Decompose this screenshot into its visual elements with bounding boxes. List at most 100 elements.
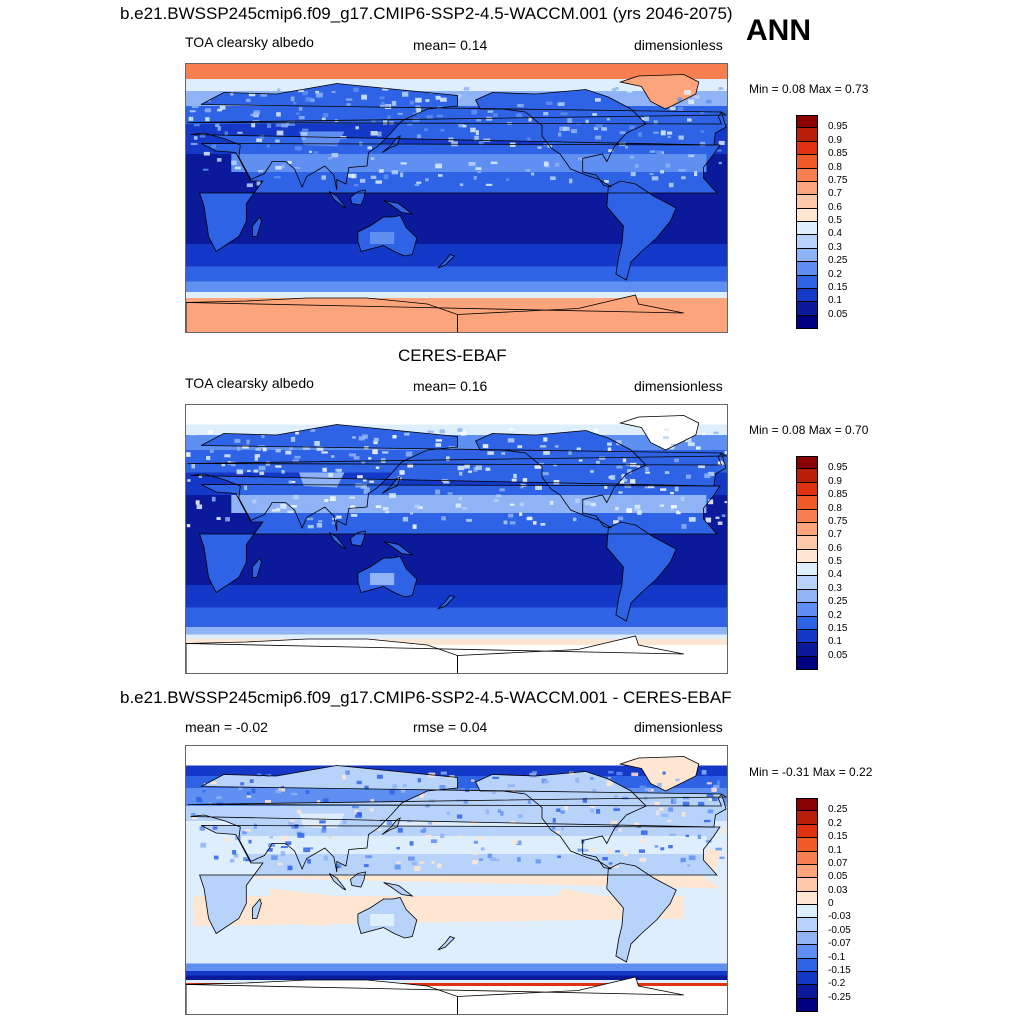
- colorbar-tick-label: -0.2: [828, 978, 846, 990]
- land-speckle: [642, 163, 646, 167]
- land-speckle: [497, 809, 501, 813]
- land-speckle: [295, 429, 299, 435]
- land-speckle: [215, 123, 220, 128]
- colorbar-tick-label: 0.95: [828, 121, 848, 133]
- colorbar-tick-label: 0.15: [828, 281, 848, 293]
- land-speckle: [511, 478, 517, 482]
- land-speckle: [328, 472, 334, 478]
- land-speckle: [707, 809, 714, 814]
- land-speckle: [287, 160, 292, 164]
- land-speckle: [676, 510, 681, 515]
- land-speckle: [404, 432, 410, 436]
- sumatra-coastline: [328, 191, 347, 209]
- colorbar-tick-label: 0.4: [828, 569, 842, 581]
- land-speckle: [629, 479, 636, 484]
- land-speckle: [510, 820, 516, 825]
- land-speckle: [680, 496, 685, 502]
- australia-coastline: [357, 215, 418, 257]
- land-speckle: [247, 469, 251, 473]
- land-speckle: [660, 130, 666, 136]
- land-speckle: [584, 500, 591, 506]
- newguinea-fill: [383, 541, 413, 555]
- land-speckle: [409, 100, 415, 105]
- land-speckle: [409, 841, 414, 846]
- land-speckle: [236, 469, 244, 475]
- land-speckle: [533, 521, 537, 525]
- land-speckle: [318, 519, 323, 523]
- land-speckle: [510, 161, 516, 166]
- land-speckle: [431, 861, 435, 864]
- coastlines: [186, 74, 727, 332]
- japan-coastline: [381, 135, 401, 153]
- colorbar-swatch: [796, 482, 818, 497]
- colorbar-swatch: [796, 629, 818, 644]
- land-speckle: [578, 459, 583, 462]
- colorbar-tick-label: 0.2: [828, 268, 842, 280]
- desert-patch: [246, 154, 277, 172]
- land-speckle: [211, 144, 217, 149]
- land-speckle: [364, 785, 369, 790]
- land-speckle: [294, 824, 299, 829]
- land-speckle: [575, 498, 580, 504]
- antarctica_w-fill: [186, 977, 684, 1014]
- land-speckle: [715, 847, 722, 851]
- land-speckle: [700, 130, 705, 133]
- land-speckle: [324, 494, 328, 497]
- land-speckle: [696, 446, 701, 450]
- japan-fill: [382, 136, 401, 153]
- land-speckle: [336, 515, 342, 519]
- land-speckle: [688, 99, 695, 105]
- land-speckle: [701, 770, 707, 775]
- land-speckle: [718, 161, 722, 165]
- land-speckle: [560, 112, 568, 116]
- land-speckle: [660, 847, 665, 851]
- land-speckle: [425, 178, 429, 182]
- land-speckle: [217, 126, 221, 131]
- land-speckle: [473, 176, 477, 180]
- greenland-coastline: [618, 415, 700, 451]
- latitude-band: [186, 607, 727, 627]
- n_america-coastline: [475, 771, 647, 870]
- land-speckle: [356, 812, 362, 817]
- land-speckle: [709, 798, 713, 801]
- land-speckle: [417, 134, 421, 139]
- land-speckle: [269, 848, 273, 852]
- land-speckle: [382, 507, 389, 511]
- land-speckle: [353, 184, 359, 187]
- land-speckle: [596, 809, 601, 814]
- land-speckle: [194, 124, 200, 127]
- positive-anomaly-patch: [269, 888, 337, 926]
- land-speckle: [419, 793, 424, 798]
- land-speckle: [373, 437, 379, 442]
- land-speckle: [539, 445, 547, 448]
- land-speckle: [700, 167, 706, 172]
- land-speckle: [298, 796, 305, 802]
- panel2-colorbar: [796, 456, 818, 670]
- colorbar-tick-label: 0.6: [828, 201, 842, 213]
- land-speckle: [275, 789, 281, 794]
- land-speckle: [713, 431, 719, 434]
- land-speckle: [589, 805, 595, 808]
- land-speckle: [251, 122, 256, 128]
- n_america-coastline: [475, 430, 647, 529]
- land-speckle: [397, 827, 403, 833]
- colorbar-tick-label: 0.05: [828, 871, 848, 883]
- land-speckle: [606, 780, 613, 786]
- latitude-band: [186, 64, 727, 79]
- land-speckle: [718, 140, 725, 145]
- land-speckle: [596, 460, 600, 464]
- land-speckle: [639, 857, 647, 862]
- coastlines: [186, 756, 727, 1014]
- land-speckle: [198, 474, 202, 478]
- land-speckle: [540, 427, 545, 432]
- land-speckle: [625, 145, 629, 149]
- land-speckle: [293, 494, 299, 500]
- land-speckle: [557, 855, 561, 859]
- colorbar-swatch: [796, 141, 818, 156]
- land-speckle: [674, 458, 679, 463]
- land-speckle: [460, 430, 467, 436]
- land-speckle: [457, 94, 462, 99]
- land-speckle: [592, 788, 597, 793]
- colorbar-tick-label: 0.9: [828, 475, 842, 487]
- land-speckle: [577, 157, 584, 161]
